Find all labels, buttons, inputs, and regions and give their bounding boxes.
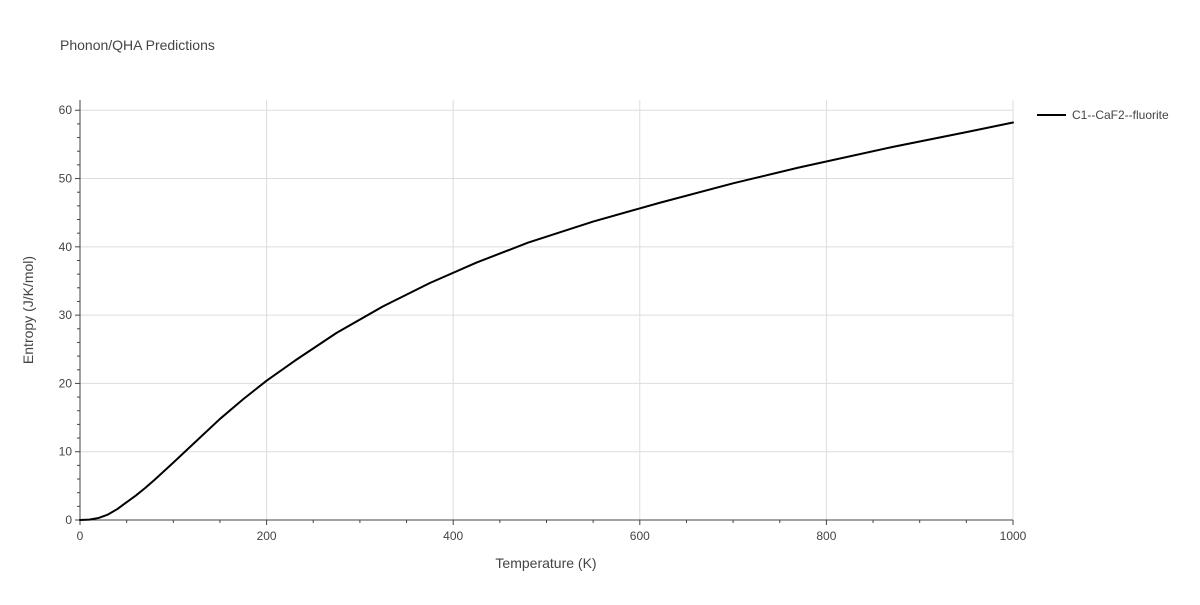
- y-axis-label: Entropy (J/K/mol): [20, 256, 36, 364]
- axes: [75, 100, 1014, 525]
- legend[interactable]: C1--CaF2--fluorite: [1037, 108, 1169, 122]
- y-tick-label: 30: [59, 308, 73, 322]
- y-tick-label: 0: [65, 513, 72, 527]
- series-layer: [79, 121, 1014, 521]
- y-tick-label: 50: [59, 172, 73, 186]
- series-line[interactable]: [79, 121, 1014, 521]
- y-tick-label: 60: [59, 103, 73, 117]
- chart-title: Phonon/QHA Predictions: [60, 37, 215, 53]
- x-tick-label: 800: [816, 529, 836, 543]
- tick-labels: 0 200 400 600 800 1000 0 10 20 30 40 50 60: [59, 103, 1027, 543]
- y-tick-label: 40: [59, 240, 73, 254]
- x-tick-label: 400: [443, 529, 463, 543]
- x-tick-label: 600: [630, 529, 650, 543]
- grid-lines: [80, 100, 1014, 520]
- x-tick-label: 1000: [1000, 529, 1027, 543]
- y-tick-label: 10: [59, 445, 73, 459]
- x-tick-label: 200: [257, 529, 277, 543]
- x-tick-label: 0: [77, 529, 84, 543]
- legend-label: C1--CaF2--fluorite: [1072, 108, 1169, 122]
- x-axis-label: Temperature (K): [495, 555, 596, 571]
- y-tick-label: 20: [59, 376, 73, 390]
